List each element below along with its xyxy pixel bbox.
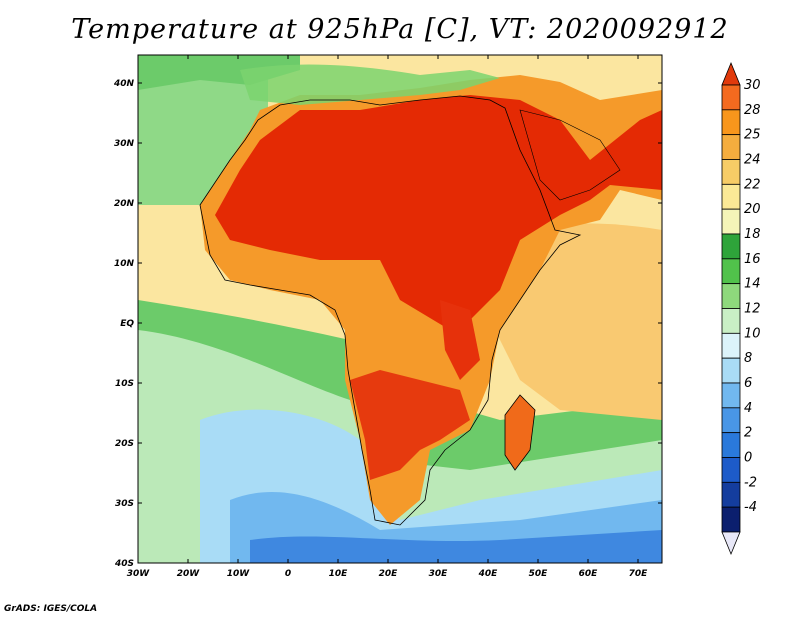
colorbar-segment [721, 332, 741, 359]
colorbar-label: 30 [744, 78, 761, 93]
lon-tick-label: 30W [127, 569, 151, 579]
colorbar-label: 28 [744, 103, 761, 118]
colorbar-label: 4 [744, 401, 752, 416]
colorbar-segment [721, 432, 741, 458]
lat-tick-label: 40S [114, 559, 134, 569]
colorbar-label: 6 [744, 376, 752, 391]
colorbar-label: 10 [744, 326, 761, 341]
colorbar-segment [721, 134, 741, 160]
colorbar-top-arrow [721, 61, 741, 86]
colorbar-bottom-arrow [721, 531, 741, 556]
lat-tick-label: 20S [115, 439, 134, 449]
colorbar-label: 8 [744, 351, 752, 366]
temperature-field [138, 55, 662, 563]
colorbar-segment [721, 506, 741, 533]
colorbar-segment [721, 84, 741, 111]
lat-tick-label: 10N [114, 259, 135, 269]
colorbar-segment [721, 208, 741, 235]
credit-text: GrADS: IGES/COLA [4, 604, 98, 614]
colorbar-label: -4 [744, 500, 757, 515]
lat-tick-label: 30N [114, 139, 135, 149]
colorbar-segment [721, 283, 741, 309]
colorbar-segment [721, 457, 741, 483]
lon-tick-label: 10W [227, 569, 251, 579]
colorbar-label: 20 [744, 202, 761, 217]
map-title: Temperature at 925hPa [C], VT: 202009291… [71, 14, 729, 45]
lon-tick-label: 50E [529, 569, 549, 579]
madagascar-coastline [504, 394, 536, 471]
africa-coastline [199, 95, 582, 526]
colorbar-segment [721, 382, 741, 409]
colorbar-segment [721, 357, 741, 384]
lon-tick-label: 70E [629, 569, 649, 579]
colorbar-segment [721, 183, 741, 210]
plot-frame [137, 54, 663, 564]
colorbar-label: 16 [744, 252, 761, 267]
lat-tick-label: EQ [120, 319, 134, 329]
colorbar-label: 18 [744, 227, 761, 242]
colorbar-segment [721, 159, 741, 185]
colorbar-label: 0 [744, 451, 752, 466]
colorbar-label: -2 [744, 475, 757, 490]
lon-tick-label: 10E [329, 569, 349, 579]
lat-tick-label: 20N [114, 199, 135, 209]
colorbar-label: 25 [744, 128, 761, 143]
colorbar-segment [721, 258, 741, 285]
lon-tick-label: 0 [285, 569, 291, 579]
colorbar-segment [721, 407, 741, 434]
lon-tick-label: 20W [177, 569, 201, 579]
arabia-coastline [519, 109, 621, 201]
lon-tick-label: 30E [429, 569, 449, 579]
colorbar-segment [721, 308, 741, 334]
colorbar-label: 12 [744, 302, 761, 317]
colorbar-label: 24 [744, 153, 761, 168]
lon-tick-label: 60E [579, 569, 599, 579]
lat-tick-label: 40N [113, 79, 135, 89]
lat-tick-label: 10S [115, 379, 134, 389]
colorbar-label: 22 [744, 177, 761, 192]
lon-tick-label: 40E [478, 569, 499, 579]
colorbar-label: 2 [744, 426, 752, 441]
lon-tick-label: 20E [379, 569, 399, 579]
colorbar-label: 14 [744, 277, 761, 292]
colorbar-segment [721, 481, 741, 508]
colorbar-segment [721, 233, 741, 260]
colorbar-segment [721, 109, 741, 136]
lat-tick-label: 30S [115, 499, 134, 509]
